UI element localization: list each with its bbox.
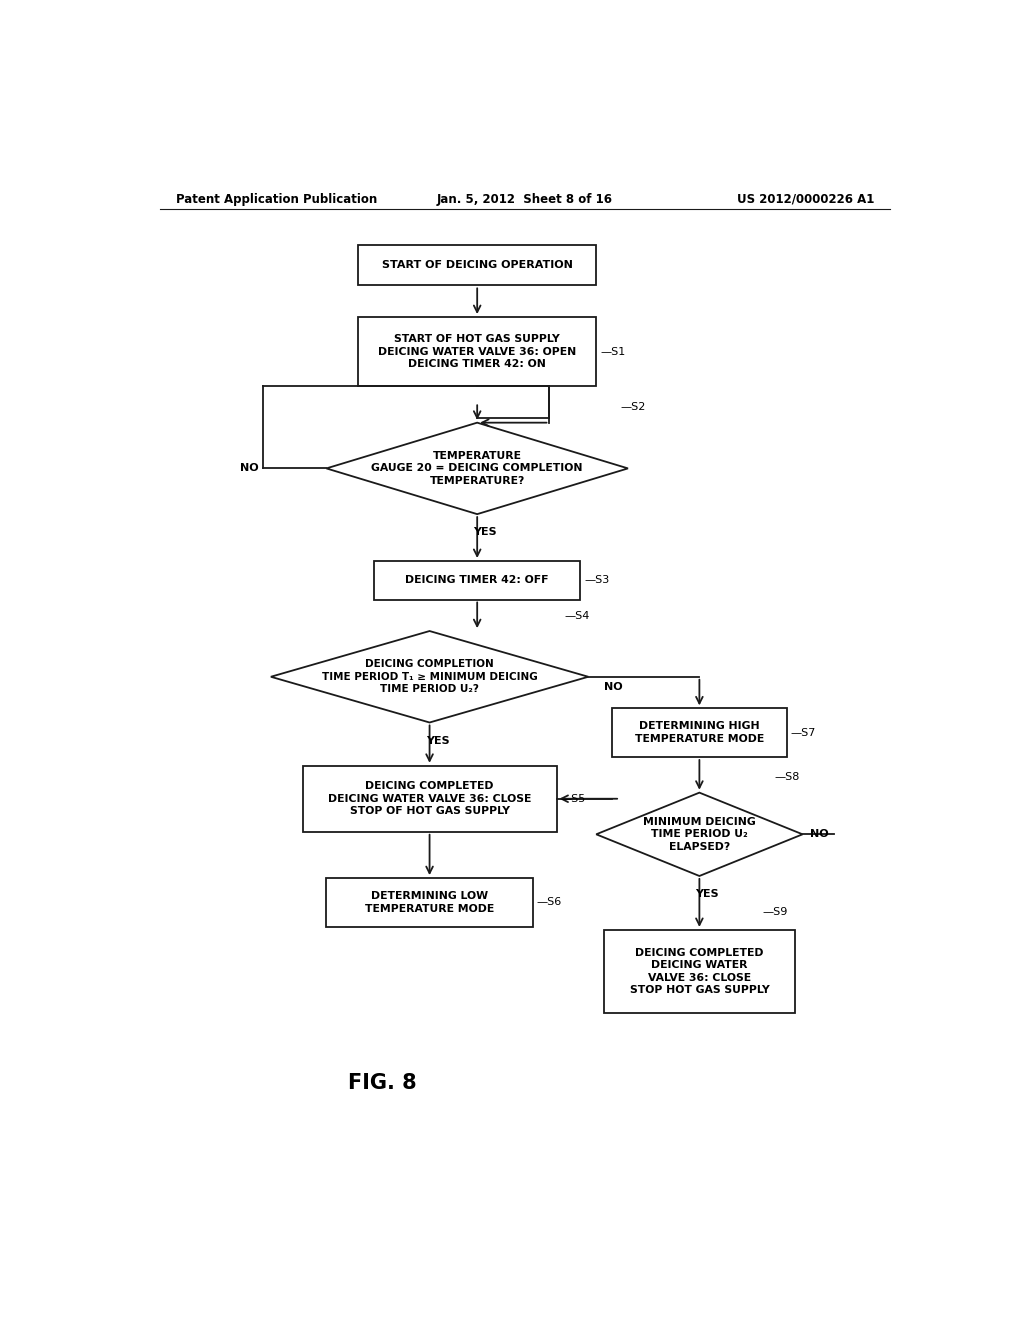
Polygon shape: [327, 422, 628, 515]
Text: —S3: —S3: [585, 576, 609, 585]
Text: NO: NO: [241, 463, 259, 474]
Text: DEICING TIMER 42: OFF: DEICING TIMER 42: OFF: [406, 576, 549, 585]
Text: YES: YES: [695, 890, 719, 899]
Text: YES: YES: [426, 735, 450, 746]
Text: —S1: —S1: [600, 347, 626, 356]
Text: START OF HOT GAS SUPPLY
DEICING WATER VALVE 36: OPEN
DEICING TIMER 42: ON: START OF HOT GAS SUPPLY DEICING WATER VA…: [378, 334, 577, 368]
Text: —S5: —S5: [560, 793, 586, 804]
Text: DEICING COMPLETED
DEICING WATER
VALVE 36: CLOSE
STOP HOT GAS SUPPLY: DEICING COMPLETED DEICING WATER VALVE 36…: [630, 948, 769, 995]
Bar: [612, 709, 786, 758]
Text: —S2: —S2: [620, 403, 645, 412]
Text: —S9: —S9: [763, 907, 788, 916]
Text: YES: YES: [473, 528, 497, 537]
Bar: [303, 766, 557, 832]
Text: NO: NO: [811, 829, 829, 840]
Text: —S6: —S6: [537, 898, 562, 907]
Text: NO: NO: [604, 682, 623, 692]
Text: DETERMINING LOW
TEMPERATURE MODE: DETERMINING LOW TEMPERATURE MODE: [365, 891, 495, 913]
Text: US 2012/0000226 A1: US 2012/0000226 A1: [736, 193, 873, 206]
Text: Jan. 5, 2012  Sheet 8 of 16: Jan. 5, 2012 Sheet 8 of 16: [437, 193, 612, 206]
Text: —S4: —S4: [564, 611, 590, 620]
Bar: [327, 878, 532, 927]
Polygon shape: [270, 631, 588, 722]
Text: DEICING COMPLETED
DEICING WATER VALVE 36: CLOSE
STOP OF HOT GAS SUPPLY: DEICING COMPLETED DEICING WATER VALVE 36…: [328, 781, 531, 816]
Text: —S7: —S7: [791, 727, 816, 738]
Text: START OF DEICING OPERATION: START OF DEICING OPERATION: [382, 260, 572, 271]
Bar: [358, 244, 596, 285]
Polygon shape: [596, 792, 803, 876]
Text: —S8: —S8: [775, 772, 800, 783]
Bar: [358, 317, 596, 385]
Text: Patent Application Publication: Patent Application Publication: [176, 193, 377, 206]
Text: DETERMINING HIGH
TEMPERATURE MODE: DETERMINING HIGH TEMPERATURE MODE: [635, 722, 764, 744]
Text: MINIMUM DEICING
TIME PERIOD U₂
ELAPSED?: MINIMUM DEICING TIME PERIOD U₂ ELAPSED?: [643, 817, 756, 851]
Text: DEICING COMPLETION
TIME PERIOD T₁ ≥ MINIMUM DEICING
TIME PERIOD U₂?: DEICING COMPLETION TIME PERIOD T₁ ≥ MINI…: [322, 660, 538, 694]
Text: FIG. 8: FIG. 8: [347, 1073, 417, 1093]
Bar: [374, 561, 581, 599]
Text: TEMPERATURE
GAUGE 20 = DEICING COMPLETION
TEMPERATURE?: TEMPERATURE GAUGE 20 = DEICING COMPLETIO…: [372, 451, 583, 486]
Bar: [604, 929, 795, 1014]
